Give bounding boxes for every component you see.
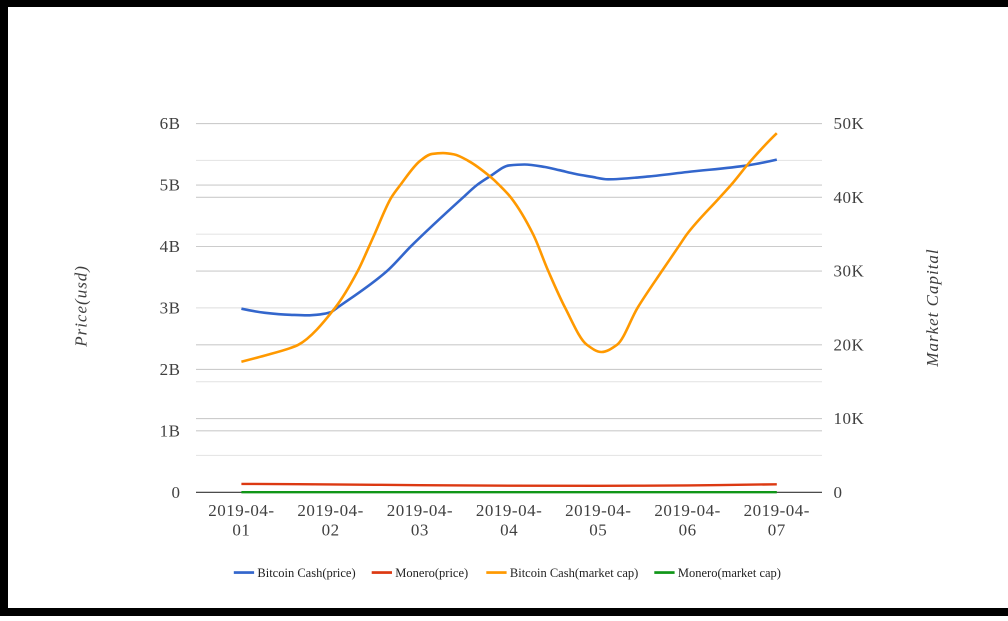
svg-text:04: 04 — [500, 521, 518, 540]
svg-text:2019-04-: 2019-04- — [476, 501, 542, 520]
svg-text:01: 01 — [232, 521, 250, 540]
svg-text:10K: 10K — [834, 409, 865, 428]
svg-text:2B: 2B — [160, 360, 181, 379]
svg-text:1B: 1B — [160, 422, 181, 441]
svg-text:0: 0 — [172, 483, 181, 502]
svg-text:Monero(price): Monero(price) — [395, 566, 468, 580]
svg-text:20K: 20K — [834, 335, 865, 354]
svg-text:2019-04-: 2019-04- — [565, 501, 631, 520]
svg-text:Bitcoin Cash(price): Bitcoin Cash(price) — [257, 566, 355, 580]
svg-text:Bitcoin Cash(market cap): Bitcoin Cash(market cap) — [510, 566, 638, 580]
svg-text:2019-04-: 2019-04- — [654, 501, 720, 520]
svg-text:2019-04-: 2019-04- — [387, 501, 453, 520]
svg-text:06: 06 — [679, 521, 697, 540]
svg-text:03: 03 — [411, 521, 429, 540]
svg-text:30K: 30K — [834, 262, 865, 281]
svg-text:07: 07 — [768, 521, 786, 540]
svg-text:0: 0 — [834, 483, 843, 502]
svg-text:Monero(market cap): Monero(market cap) — [678, 566, 781, 580]
svg-text:Market Capital: Market Capital — [923, 248, 942, 367]
svg-text:50K: 50K — [834, 114, 865, 133]
svg-text:02: 02 — [322, 521, 340, 540]
svg-text:2019-04-: 2019-04- — [744, 501, 810, 520]
svg-text:3B: 3B — [160, 299, 181, 318]
svg-text:Price(usd): Price(usd) — [72, 265, 91, 348]
svg-text:6B: 6B — [160, 114, 181, 133]
svg-text:40K: 40K — [834, 188, 865, 207]
svg-text:5B: 5B — [160, 176, 181, 195]
svg-text:2019-04-: 2019-04- — [297, 501, 363, 520]
svg-text:05: 05 — [589, 521, 607, 540]
svg-text:2019-04-: 2019-04- — [208, 501, 274, 520]
svg-text:4B: 4B — [160, 237, 181, 256]
